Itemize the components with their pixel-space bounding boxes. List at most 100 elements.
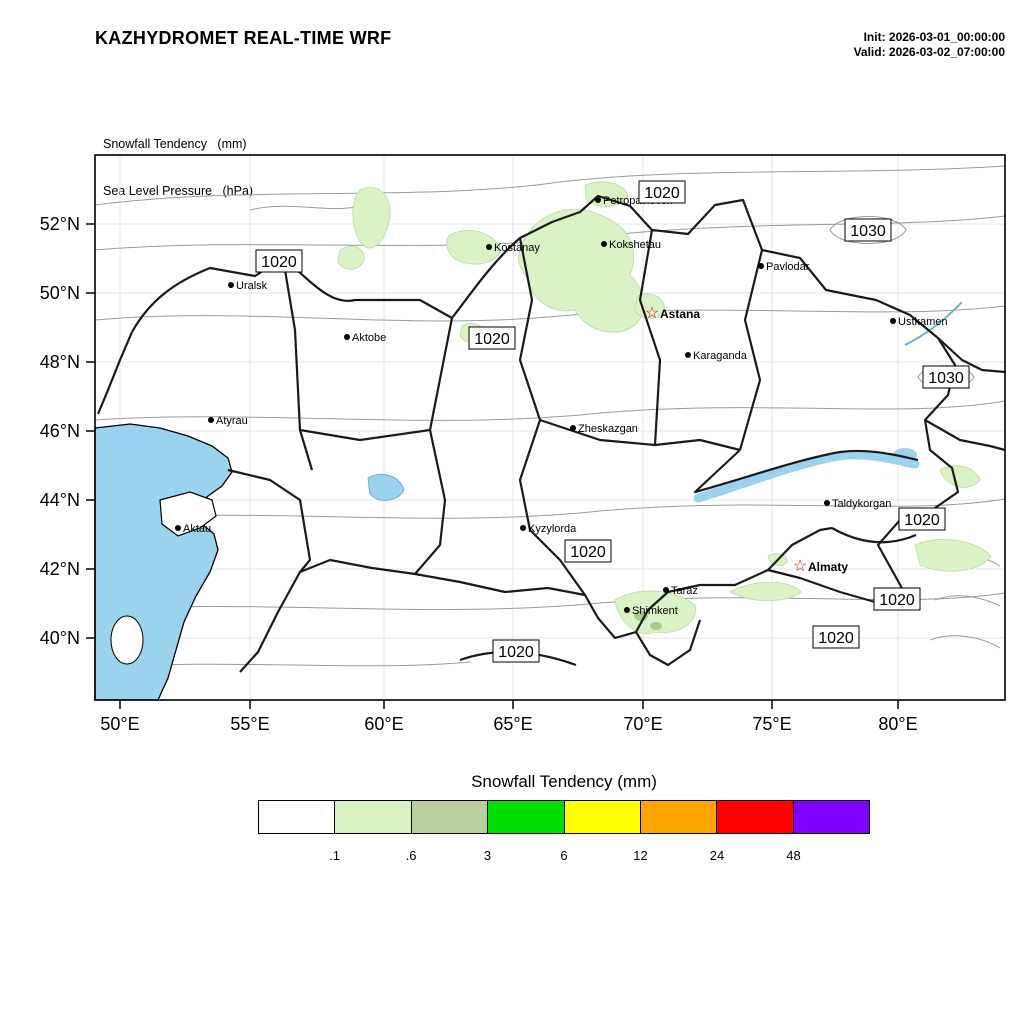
pressure-label-box — [468, 326, 516, 350]
pressure-labels: 1020 1030 1020 1020 1030 1020 1020 1020 1020 1020 — [255, 180, 970, 663]
colorbar-tick-label: .6 — [405, 848, 417, 863]
city-dot-icon — [624, 607, 630, 613]
lat-tick-label: 40°N — [40, 628, 80, 648]
lon-tick-label: 50°E — [100, 714, 139, 734]
city-marker: Aktau — [175, 523, 211, 535]
field-label-pressure: Sea Level Pressure (hPa) — [103, 183, 254, 198]
lake-balkhash — [693, 450, 920, 503]
pressure-label: 1030 — [844, 218, 892, 242]
pressure-label-text: 1030 — [928, 370, 964, 387]
city-label: Atyrau — [216, 415, 248, 427]
colorbar-cell — [258, 800, 336, 834]
city-label: Almaty — [808, 560, 848, 574]
city-marker: Uralsk — [228, 280, 268, 292]
capital-city-marker: ☆ Astana — [645, 305, 701, 322]
lon-tick-label: 75°E — [752, 714, 791, 734]
colorbar-tick-label: 24 — [709, 848, 725, 863]
lon-tick-label: 65°E — [493, 714, 532, 734]
pressure-label: 1020 — [898, 507, 946, 531]
city-marker: Ustkamen — [890, 316, 948, 328]
city-dot-icon — [890, 318, 896, 324]
city-label: Taldykorgan — [832, 498, 891, 510]
pressure-label-text: 1020 — [570, 544, 606, 561]
pressure-label-text: 1020 — [644, 185, 680, 202]
city-dot-icon — [208, 417, 214, 423]
pressure-label-text: 1020 — [879, 592, 915, 609]
city-label: Karaganda — [693, 350, 748, 362]
city-label: Pavlodar — [766, 261, 810, 273]
city-label: Kyzylorda — [528, 523, 577, 535]
pressure-label: 1020 — [492, 639, 540, 663]
lon-tick-label: 55°E — [230, 714, 269, 734]
city-marker: Pavlodar — [758, 261, 810, 273]
city-marker: Taraz — [663, 585, 698, 597]
pressure-label: 1020 — [812, 625, 860, 649]
irtysh-river — [904, 301, 963, 346]
lat-tick-label: 48°N — [40, 352, 80, 372]
city-marker: Kostanay — [486, 242, 540, 254]
map-frame — [94, 154, 1006, 701]
snowfall-patches — [337, 181, 992, 635]
pressure-label-box — [873, 587, 921, 611]
mangyshlak-peninsula — [159, 491, 217, 537]
city-dot-icon — [520, 525, 526, 531]
city-dot-icon — [486, 244, 492, 250]
city-marker: Shimkent — [624, 605, 678, 617]
colorbar-tick-label: 48 — [786, 848, 801, 863]
colorbar-tick-labels: .1 .6 3 6 12 24 48 — [258, 848, 870, 868]
pressure-label-text: 1020 — [474, 331, 510, 348]
city-dot-icon — [824, 500, 830, 506]
field-label-snowfall: Snowfall Tendency (mm) — [103, 137, 247, 151]
lon-tick-label: 70°E — [623, 714, 662, 734]
pressure-label-box — [898, 507, 946, 531]
city-dot-icon — [663, 587, 669, 593]
pressure-label: 1020 — [873, 587, 921, 611]
colorbar-cell — [640, 800, 718, 834]
pressure-label-text: 1030 — [850, 223, 886, 240]
city-dot-icon — [595, 197, 601, 203]
lon-tick-label: 80°E — [878, 714, 917, 734]
pressure-label-box — [844, 218, 892, 242]
lon-tick-label: 60°E — [364, 714, 403, 734]
colorbar-tick-label: .1 — [329, 848, 340, 863]
pressure-label-text: 1020 — [818, 630, 854, 647]
city-dot-icon — [601, 241, 607, 247]
city-marker: Atyrau — [208, 415, 248, 427]
city-label: Ustkamen — [898, 316, 948, 328]
pressure-label-text: 1020 — [498, 644, 534, 661]
lat-tick-label: 42°N — [40, 559, 80, 579]
city-label: Zheskazgan — [578, 423, 638, 435]
colorbar — [258, 800, 870, 834]
city-label: Shimkent — [632, 605, 678, 617]
city-label: Taraz — [671, 585, 698, 597]
model-run-times: Init: 2026-03-01_00:00:00 Valid: 2026-03… — [854, 30, 1005, 60]
city-marker: Zheskazgan — [570, 423, 638, 435]
pressure-label-box — [492, 639, 540, 663]
init-time: Init: 2026-03-01_00:00:00 — [863, 30, 1005, 44]
colorbar-cell — [793, 800, 870, 834]
city-marker: Karaganda — [685, 350, 748, 362]
city-label: Kokshetau — [609, 239, 661, 251]
pressure-label: 1020 — [255, 249, 303, 273]
pressure-label-box — [812, 625, 860, 649]
pressure-label-box — [255, 249, 303, 273]
city-dot-icon — [228, 282, 234, 288]
pressure-label-text: 1020 — [261, 254, 297, 271]
colorbar-title: Snowfall Tendency (mm) — [471, 772, 657, 791]
city-marker: Kokshetau — [601, 239, 661, 251]
city-label: Uralsk — [236, 280, 268, 292]
capital-city-marker: ☆ Almaty — [793, 558, 849, 575]
field-labels: Snowfall Tendency (mm) Sea Level Pressur… — [103, 106, 253, 215]
aral-sea — [367, 474, 405, 501]
kara-bogaz-gol — [110, 615, 144, 665]
pressure-label-box — [564, 539, 612, 563]
pressure-label: 1030 — [922, 365, 970, 389]
city-label: Kostanay — [494, 242, 540, 254]
lat-tick-label: 44°N — [40, 490, 80, 510]
axis-ticks: 52°N 50°N 48°N 46°N 44°N 42°N 40°N 50°E 55°E 60°E… — [40, 214, 918, 734]
city-label: Astana — [660, 307, 700, 321]
city-dot-icon — [175, 525, 181, 531]
capital-star-icon: ☆ — [793, 558, 807, 575]
city-dot-icon — [758, 263, 764, 269]
